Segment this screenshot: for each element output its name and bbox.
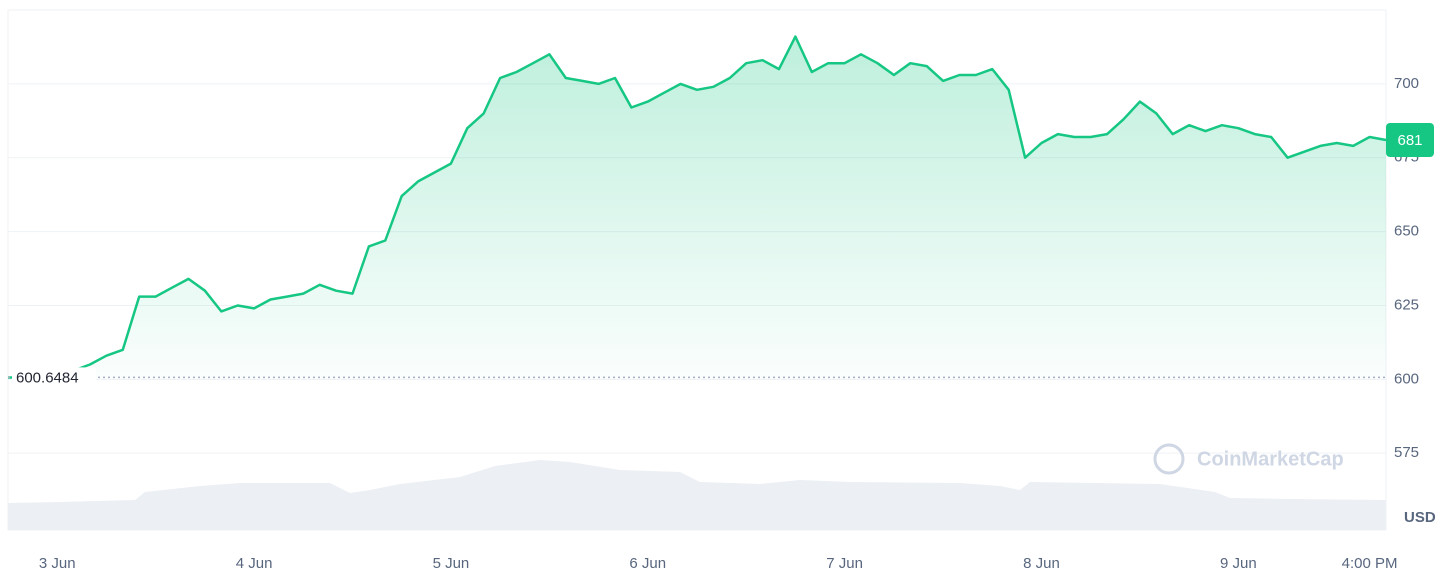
x-tick-label: 8 Jun (1023, 555, 1060, 572)
baseline-label-bg (12, 367, 96, 388)
x-tick-label: 4 Jun (236, 555, 273, 572)
y-axis-label: USD (1404, 509, 1436, 526)
price-line (8, 35, 1387, 379)
area-fill (8, 36, 1386, 378)
watermark: CoinMarketCap (1153, 443, 1344, 475)
current-price-badge (1386, 123, 1434, 157)
volume-area (8, 460, 1386, 530)
x-tick-label: 3 Jun (39, 555, 76, 572)
current-price-label: 681 (1397, 132, 1422, 149)
x-tick-label: 6 Jun (629, 555, 666, 572)
y-tick-label: 650 (1394, 223, 1419, 240)
x-tick-label: 7 Jun (826, 555, 863, 572)
y-tick-label: 625 (1394, 296, 1419, 313)
watermark-text: CoinMarketCap (1197, 448, 1344, 470)
y-tick-label: 700 (1394, 75, 1419, 92)
x-tick-label: 9 Jun (1220, 555, 1257, 572)
x-tick-label: 5 Jun (433, 555, 470, 572)
y-tick-label: 575 (1394, 444, 1419, 461)
x-tick-label: 4:00 PM (1342, 555, 1398, 572)
watermark-logo (1153, 443, 1185, 475)
y-tick-label: 600 (1394, 370, 1419, 387)
baseline-label: 600.6484 (16, 369, 79, 386)
